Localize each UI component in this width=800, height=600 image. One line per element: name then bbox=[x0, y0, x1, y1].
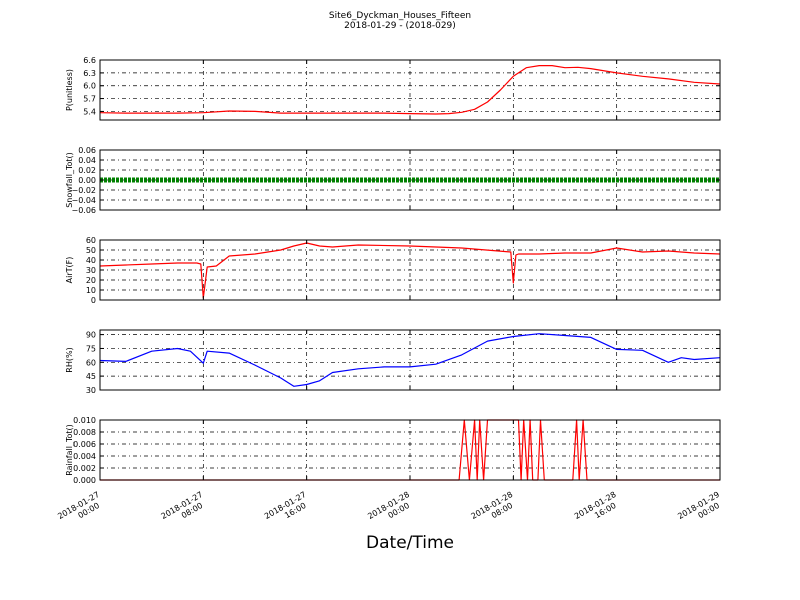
y-tick-label: −0.06 bbox=[71, 206, 96, 215]
y-tick-label: 5.4 bbox=[83, 107, 96, 116]
series-line bbox=[99, 242, 721, 299]
y-tick-label: 60 bbox=[86, 236, 96, 245]
y-tick-label: 6.3 bbox=[83, 69, 96, 78]
y-tick-label: 0.002 bbox=[73, 464, 96, 473]
y-tick-label: 10 bbox=[86, 286, 96, 295]
y-tick-label: 5.7 bbox=[83, 95, 96, 104]
y-tick-label: 0.004 bbox=[73, 452, 96, 461]
y-axis-label: AirT(F) bbox=[65, 257, 74, 284]
y-tick-label: 45 bbox=[86, 372, 96, 381]
series-line bbox=[99, 64, 721, 115]
y-tick-label: 0.02 bbox=[78, 166, 96, 175]
y-tick-label: 0.008 bbox=[73, 428, 96, 437]
y-tick-label: 0.010 bbox=[73, 416, 96, 425]
y-tick-label: −0.04 bbox=[71, 196, 96, 205]
chart-title: Site6_Dyckman_Houses_Fifteen bbox=[328, 11, 472, 21]
y-tick-label: 60 bbox=[86, 358, 96, 367]
y-tick-label: 90 bbox=[86, 331, 96, 340]
y-tick-label: 50 bbox=[86, 246, 96, 255]
chart-subtitle: 2018-01-29 - (2018-029) bbox=[344, 21, 456, 31]
x-axis-label: Date/Time bbox=[366, 533, 454, 553]
y-tick-label: 0.06 bbox=[78, 146, 96, 155]
y-tick-label: 0 bbox=[91, 296, 96, 305]
y-tick-label: 75 bbox=[86, 344, 96, 353]
y-tick-label: 0.00 bbox=[78, 176, 96, 185]
y-tick-label: 6.6 bbox=[83, 56, 96, 65]
y-tick-label: 30 bbox=[86, 386, 96, 395]
series-line bbox=[99, 333, 721, 387]
y-axis-label: Rainfall_Tot() bbox=[65, 424, 74, 476]
y-tick-label: 20 bbox=[86, 276, 96, 285]
y-axis-label: RH(%) bbox=[65, 347, 74, 372]
y-tick-label: −0.02 bbox=[71, 186, 96, 195]
series-line bbox=[100, 419, 720, 481]
y-tick-label: 0.000 bbox=[73, 476, 96, 485]
y-tick-label: 0.006 bbox=[73, 440, 96, 449]
y-tick-label: 40 bbox=[86, 256, 96, 265]
y-axis-label: P(unitless) bbox=[65, 69, 74, 111]
y-axis-label: Snowfall_Tot() bbox=[65, 152, 74, 208]
y-tick-label: 30 bbox=[86, 266, 96, 275]
y-tick-label: 6.0 bbox=[83, 82, 96, 91]
y-tick-label: 0.04 bbox=[78, 156, 96, 165]
